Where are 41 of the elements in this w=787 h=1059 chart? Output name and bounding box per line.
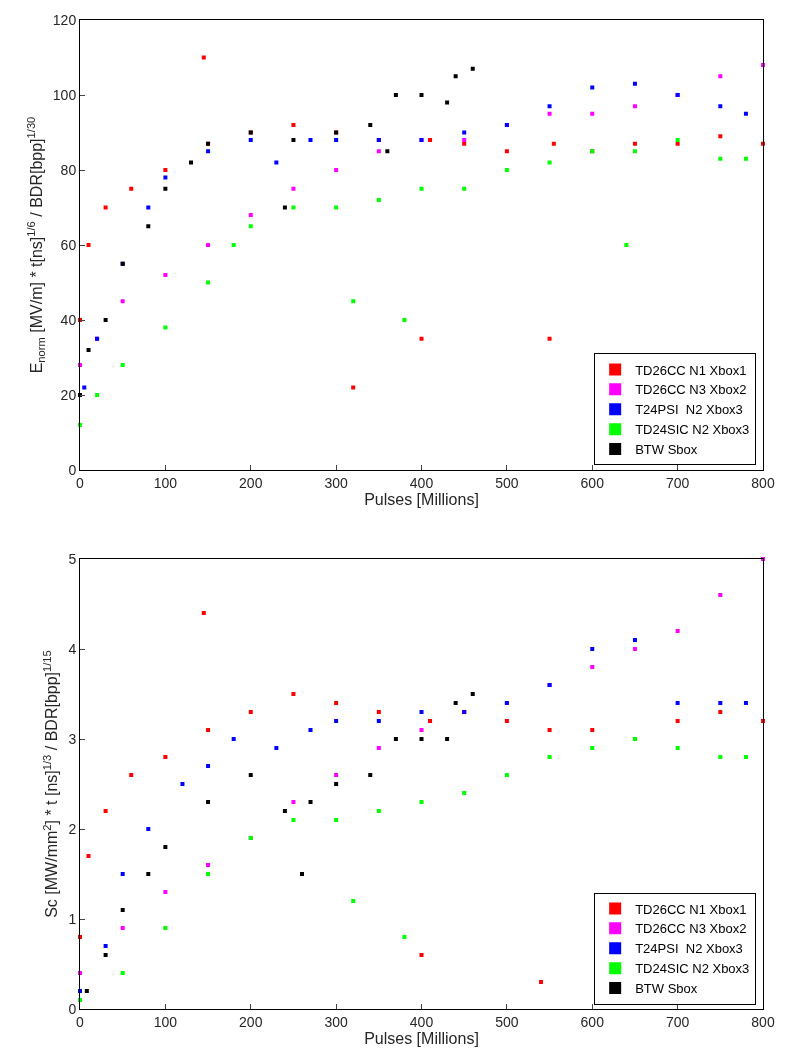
y-tick-label: 100 [52, 86, 77, 103]
legend-label: BTW Sbox [635, 981, 698, 997]
legend-label: T24PSI N2 Xbox3 [635, 941, 743, 957]
x-tick-label: 100 [153, 1013, 178, 1030]
legend-label: T24PSI N2 Xbox3 [635, 402, 743, 418]
x-tick-label: 600 [580, 1013, 605, 1030]
x-tick-label: 600 [580, 474, 605, 491]
x-tick-label: 500 [495, 474, 519, 491]
legend-label: BTW Sbox [635, 442, 698, 458]
x-tick-label: 200 [239, 1013, 263, 1030]
legend-label: TD26CC N1 Xbox1 [635, 362, 747, 378]
x-tick-label: 300 [324, 474, 349, 491]
legend-label: TD24SIC N2 Xbox3 [635, 422, 750, 438]
y-tick-label: 60 [60, 236, 77, 253]
x-tick-label: 700 [665, 1013, 690, 1030]
x-tick-label: 100 [153, 474, 178, 491]
y-tick-label: 0 [68, 1000, 77, 1017]
y-tick-label: 20 [60, 386, 77, 403]
y-tick-label: 40 [60, 311, 77, 328]
y-tick-label: 0 [68, 461, 77, 478]
x-tick-label: 200 [239, 474, 263, 491]
x-tick-label: 300 [324, 1013, 349, 1030]
y-tick-label: 1 [68, 910, 77, 927]
y-tick-label: 2 [68, 820, 77, 837]
x-tick-label: 500 [495, 1013, 519, 1030]
y-tick-label: 3 [68, 730, 77, 747]
legend-label: TD26CC N3 Xbox2 [635, 921, 747, 937]
y-tick-label: 5 [68, 550, 77, 567]
legend-label: TD26CC N3 Xbox2 [635, 382, 747, 398]
y-tick-label: 80 [60, 161, 77, 178]
x-tick-label: 400 [409, 474, 434, 491]
y-tick-label: 4 [68, 640, 77, 657]
y-tick-label: 120 [52, 11, 77, 28]
x-tick-label: 800 [751, 474, 775, 491]
legend-label: TD24SIC N2 Xbox3 [635, 961, 750, 977]
x-axis-title: Pulses [Millions] [364, 1030, 479, 1048]
x-tick-label: 700 [665, 474, 690, 491]
legend-label: TD26CC N1 Xbox1 [635, 901, 747, 917]
x-tick-label: 400 [409, 1013, 434, 1030]
x-axis-title: Pulses [Millions] [364, 491, 479, 509]
x-tick-label: 800 [751, 1013, 775, 1030]
